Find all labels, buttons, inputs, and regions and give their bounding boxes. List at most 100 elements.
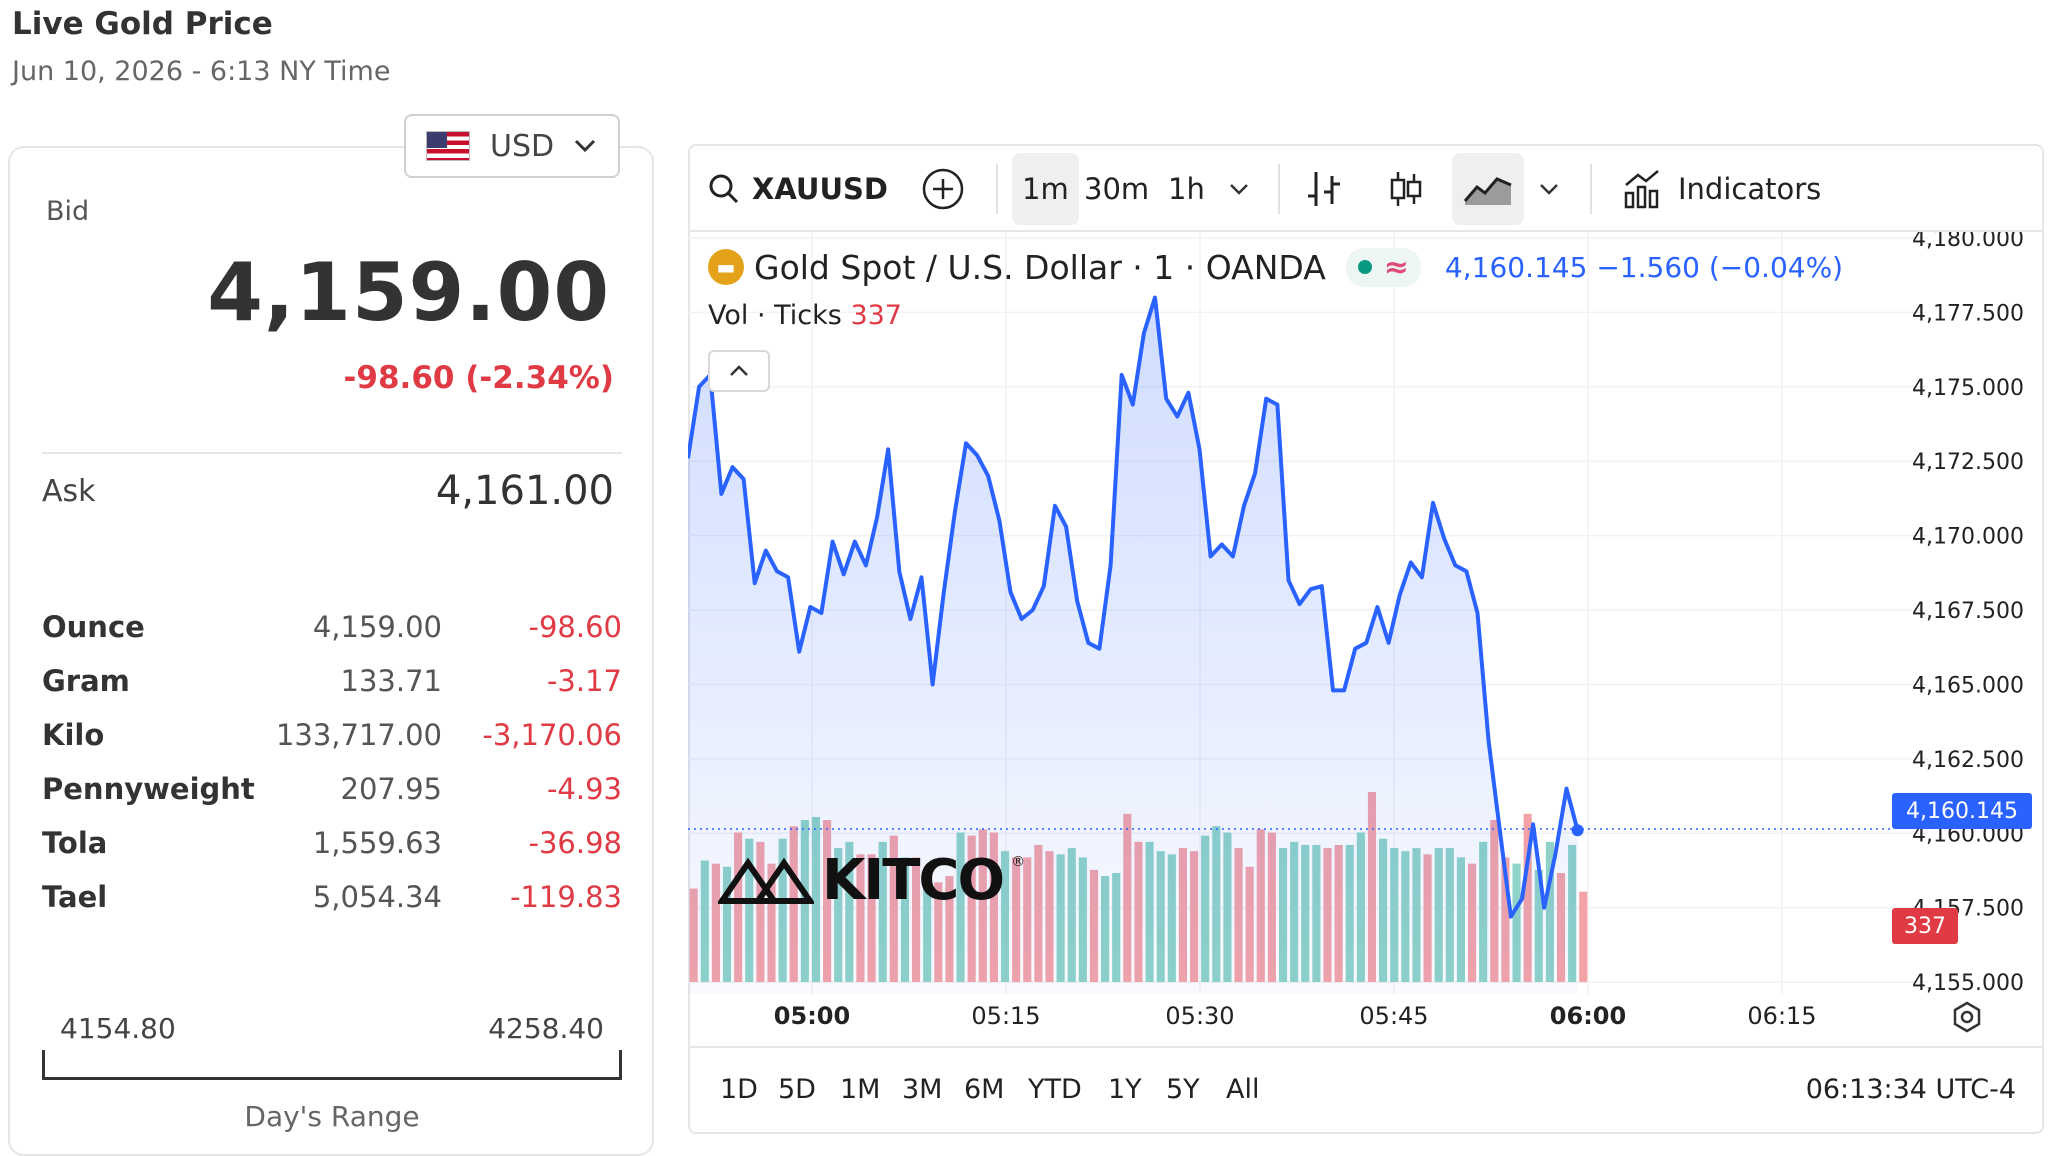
symbol-label: XAUUSD	[752, 172, 888, 206]
gold-symbol-icon: ▬	[708, 249, 744, 285]
price-tick-label: 4,180.000	[1912, 232, 2024, 252]
price-line	[688, 295, 1580, 919]
last-price-dot	[1571, 824, 1584, 837]
legend-quote: 4,160.145 −1.560 (−0.04%)	[1444, 250, 1844, 284]
interval-30m-button[interactable]: 30m	[1084, 172, 1150, 206]
unit-price: 5,054.34	[312, 880, 442, 914]
range-3m-button[interactable]: 3M	[902, 1074, 943, 1105]
unit-price: 207.95	[340, 772, 442, 806]
bid-label: Bid	[46, 196, 90, 227]
range-ytd-button[interactable]: YTD	[1028, 1074, 1082, 1105]
unit-change: -119.83	[510, 880, 622, 914]
us-flag-icon	[426, 131, 470, 161]
unit-label: Tola	[42, 826, 108, 860]
price-chart[interactable]: 4,180.000 4,177.500 4,175.000 4,172.500 4,17…	[688, 232, 2038, 1046]
range-6m-button[interactable]: 6M	[964, 1074, 1005, 1105]
price-row: Gram 133.71 -3.17	[42, 664, 622, 718]
divider	[42, 452, 622, 454]
chart-legend: ▬ Gold Spot / U.S. Dollar · 1 · OANDA ≈ …	[708, 246, 1843, 288]
market-status[interactable]: ≈	[1345, 247, 1421, 287]
interval-1h-button[interactable]: 1h	[1168, 172, 1205, 206]
series-name: Gold Spot / U.S. Dollar · 1 · OANDA	[754, 247, 1326, 287]
time-tick-label: 05:15	[971, 1002, 1040, 1030]
unit-price: 133,717.00	[275, 718, 442, 752]
chart-type-dropdown[interactable]	[1538, 146, 1560, 232]
time-tick-label: 05:45	[1359, 1002, 1428, 1030]
range-5d-button[interactable]: 5D	[778, 1074, 816, 1105]
unit-label: Tael	[42, 880, 108, 914]
ask-price: 4,161.00	[435, 468, 614, 514]
volume-label: Vol · Ticks	[708, 300, 842, 331]
gold-price-card	[8, 146, 654, 1156]
unit-price: 1,559.63	[312, 826, 442, 860]
candle-chart-type-button[interactable]	[1386, 146, 1426, 232]
price-axis[interactable]: 4,180.000 4,177.500 4,175.000 4,172.500 4,17…	[1912, 232, 2024, 996]
unit-change: -3.17	[546, 664, 622, 698]
last-volume-tag: 337	[1892, 908, 1958, 944]
price-area	[688, 297, 1578, 994]
candlestick-icon	[1390, 172, 1422, 206]
time-tick-label: 06:15	[1747, 1002, 1816, 1030]
unit-change: -98.60	[528, 610, 623, 644]
toolbar-divider	[1590, 164, 1592, 214]
symbol-search[interactable]: XAUUSD	[708, 146, 888, 232]
bid-change: -98.60 (-2.34%)	[343, 360, 614, 396]
unit-label: Kilo	[42, 718, 105, 752]
toolbar-divider	[996, 164, 998, 214]
time-tick-label: 06:00	[1550, 1002, 1626, 1030]
volume-value: 337	[850, 300, 902, 331]
chart-toolbar: XAUUSD 1m 30m 1h Indicators	[690, 146, 2042, 232]
data-wave-icon: ≈	[1383, 249, 1409, 285]
area-chart-icon	[1463, 177, 1512, 205]
search-icon	[709, 174, 739, 204]
unit-label: Ounce	[42, 610, 145, 644]
currency-select[interactable]: USD	[404, 114, 620, 178]
day-range-bar	[42, 1050, 622, 1080]
registered-mark: ®	[1011, 854, 1026, 870]
chevron-down-icon	[1540, 184, 1558, 195]
unit-change: -4.93	[546, 772, 622, 806]
price-row: Kilo 133,717.00 -3,170.06	[42, 718, 622, 772]
last-price-tag: 4,160.145	[1892, 793, 2032, 829]
interval-dropdown[interactable]	[1228, 146, 1250, 232]
chart-clock: 06:13:34 UTC-4	[1805, 1074, 2016, 1105]
unit-change: -3,170.06	[482, 718, 622, 752]
interval-1m-button[interactable]: 1m	[1012, 153, 1079, 225]
unit-price: 133.71	[340, 664, 442, 698]
toolbar-divider	[1278, 164, 1280, 214]
price-row: Tola 1,559.63 -36.98	[42, 826, 622, 880]
volume-legend: Vol · Ticks 337	[708, 300, 902, 331]
range-1y-button[interactable]: 1Y	[1108, 1074, 1142, 1105]
day-range-label: Day's Range	[244, 1100, 420, 1133]
page-title: Live Gold Price	[12, 6, 273, 42]
bar-chart-type-button[interactable]	[1304, 146, 1344, 232]
price-tick-label: 4,155.000	[1912, 971, 2024, 996]
collapse-legend-button[interactable]	[708, 350, 770, 392]
range-1m-button[interactable]: 1M	[840, 1074, 881, 1105]
compare-button[interactable]	[922, 146, 964, 232]
chart-settings-icon[interactable]	[1950, 1000, 1984, 1034]
day-range-low: 4154.80	[60, 1012, 176, 1045]
range-all-button[interactable]: All	[1226, 1074, 1260, 1105]
indicators-label: Indicators	[1678, 172, 1822, 206]
chevron-down-icon	[1230, 184, 1248, 195]
currency-label: USD	[490, 128, 555, 164]
ohlc-bars-icon	[1308, 172, 1340, 206]
unit-label: Gram	[42, 664, 130, 698]
range-5y-button[interactable]: 5Y	[1166, 1074, 1200, 1105]
unit-change: -36.98	[528, 826, 623, 860]
day-range-high: 4258.40	[488, 1012, 604, 1045]
indicators-button[interactable]: Indicators	[1622, 146, 1821, 232]
chevron-up-icon	[730, 365, 748, 376]
chevron-down-icon	[575, 139, 596, 153]
price-tick-label: 4,172.500	[1912, 450, 2024, 475]
kitco-logo-icon	[718, 857, 814, 904]
volume-bar	[1579, 891, 1588, 982]
time-tick-label: 05:00	[774, 1002, 850, 1030]
price-tick-label: 4,175.000	[1912, 376, 2024, 401]
price-tick-label: 4,162.500	[1912, 748, 2024, 773]
area-chart-type-button[interactable]	[1452, 153, 1524, 225]
time-axis[interactable]: 05:00 05:15 05:30 05:45 06:00 06:15	[774, 1002, 1817, 1030]
bid-price: 4,159.00	[207, 246, 610, 339]
range-1d-button[interactable]: 1D	[720, 1074, 758, 1105]
